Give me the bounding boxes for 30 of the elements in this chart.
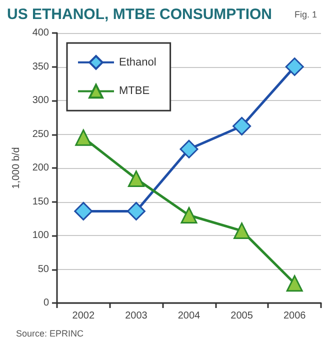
y-tick-label: 250 (32, 128, 50, 140)
point (285, 58, 304, 76)
y-tick-label: 100 (32, 230, 50, 241)
y-tick-label: 150 (32, 196, 50, 208)
chart-title: US ETHANOL, MTBE CONSUMPTION (7, 6, 272, 23)
x-tick-label: 2003 (125, 310, 148, 322)
point (180, 207, 198, 224)
legend-label: Ethanol (119, 56, 156, 68)
source-note: Source: EPRINC (16, 328, 84, 338)
x-tick-label: 2002 (72, 310, 95, 322)
y-tick-label: 400 (32, 28, 50, 38)
point (286, 275, 303, 292)
y-axis-title: 1,000 b/d (10, 147, 22, 189)
point (74, 202, 93, 220)
point (234, 222, 250, 240)
point (75, 129, 92, 146)
legend-label: MTBE (119, 85, 150, 98)
caption: Fig. 1 (294, 10, 318, 20)
y-tick-label: 50 (38, 264, 50, 275)
x-tick-label: 2005 (230, 310, 254, 322)
point (180, 140, 198, 158)
point (232, 116, 252, 136)
y-tick-label: 200 (32, 162, 50, 174)
x-tick-label: 2004 (178, 310, 201, 322)
y-tick-label: 300 (32, 95, 50, 106)
x-tick-label: 2006 (283, 310, 306, 322)
y-tick-label: 350 (32, 61, 50, 72)
point (126, 202, 146, 220)
point (128, 170, 144, 188)
y-tick-label: 0 (43, 298, 50, 308)
